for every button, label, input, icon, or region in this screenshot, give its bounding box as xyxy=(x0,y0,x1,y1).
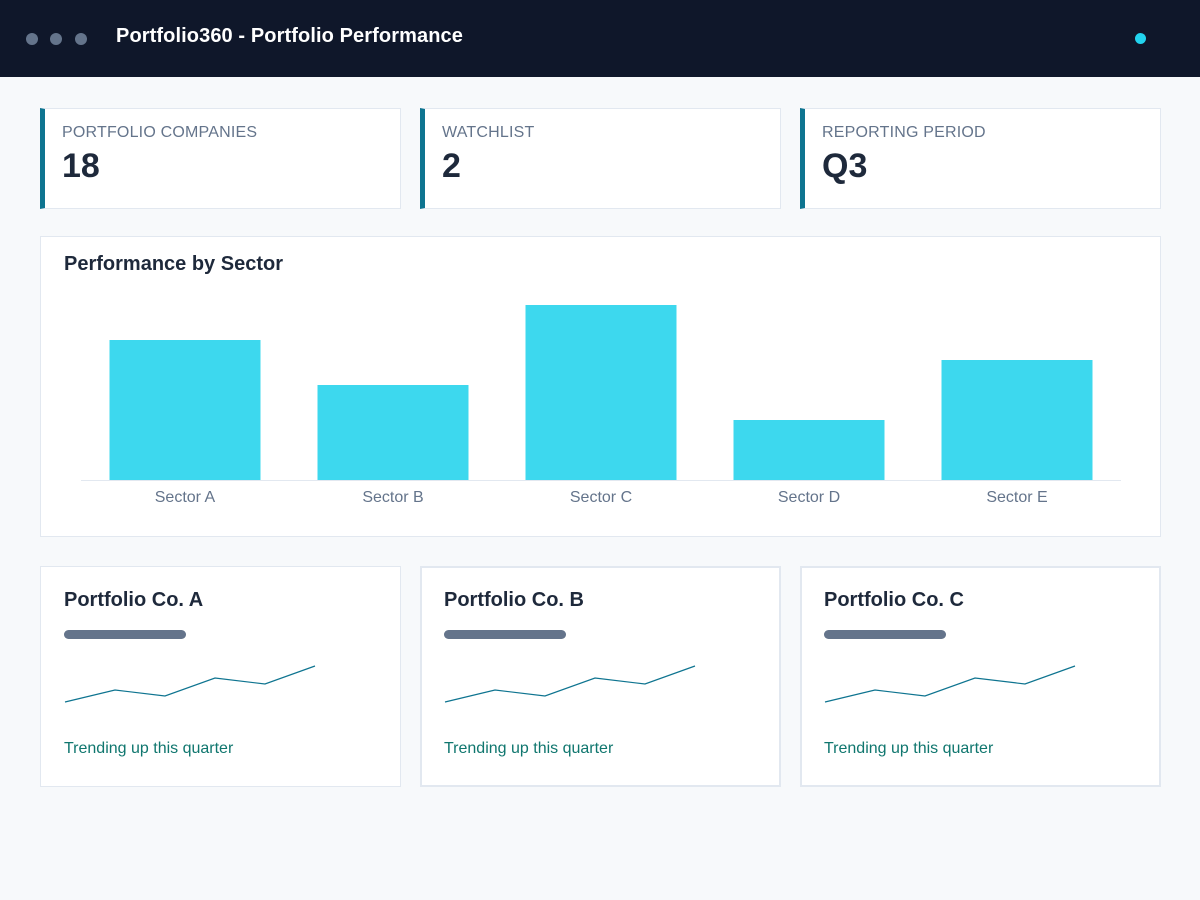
stat-value: Q3 xyxy=(822,147,868,185)
company-trend-text: Trending up this quarter xyxy=(444,740,614,757)
company-placeholder-bar xyxy=(64,630,186,639)
sector-bar-chart: Sector A Sector B Sector C Sector D Sector E xyxy=(81,305,1121,506)
app-title: Portfolio360 - Portfolio Performance xyxy=(116,25,463,47)
x-tick-label: Sector E xyxy=(986,489,1047,506)
company-card-a[interactable]: Portfolio Co. A Trending up this quarter xyxy=(40,566,401,787)
sparkline-path xyxy=(64,665,316,703)
company-sparkline xyxy=(64,665,316,703)
stat-card-watchlist: WATCHLIST 2 xyxy=(420,108,781,209)
stat-value: 18 xyxy=(62,147,100,185)
bar-sector-a[interactable] xyxy=(109,340,261,480)
company-placeholder-bar xyxy=(824,630,946,639)
bar-sector-e[interactable] xyxy=(941,360,1093,480)
status-indicator-icon xyxy=(1135,33,1146,44)
title-bar: Portfolio360 - Portfolio Performance xyxy=(0,0,1200,77)
company-name: Portfolio Co. A xyxy=(64,589,204,611)
company-trend-text: Trending up this quarter xyxy=(824,740,994,757)
chart-title: Performance by Sector xyxy=(64,253,283,275)
stat-label: REPORTING PERIOD xyxy=(822,124,986,141)
window-control-dot[interactable] xyxy=(75,33,87,45)
x-tick-label: Sector D xyxy=(778,489,840,506)
company-placeholder-bar xyxy=(444,630,566,639)
bar-sector-b[interactable] xyxy=(317,385,469,480)
stat-card-portfolio-companies: PORTFOLIO COMPANIES 18 xyxy=(40,108,401,209)
bar-sector-d[interactable] xyxy=(733,420,885,480)
x-tick-label: Sector C xyxy=(570,489,632,506)
x-tick-label: Sector B xyxy=(362,489,423,506)
company-sparkline xyxy=(824,665,1076,703)
x-tick-label: Sector A xyxy=(155,489,216,506)
company-card-b[interactable]: Portfolio Co. B Trending up this quarter xyxy=(420,566,781,787)
window-control-dot[interactable] xyxy=(26,33,38,45)
company-name: Portfolio Co. C xyxy=(824,589,964,611)
company-trend-text: Trending up this quarter xyxy=(64,740,234,757)
stat-card-reporting-period: REPORTING PERIOD Q3 xyxy=(800,108,1161,209)
sector-performance-chart-panel: Sector A Sector B Sector C Sector D Sector E… xyxy=(40,236,1161,537)
bar-sector-c[interactable] xyxy=(525,305,677,480)
company-name: Portfolio Co. B xyxy=(444,589,584,611)
company-sparkline xyxy=(444,665,696,703)
company-card-c[interactable]: Portfolio Co. C Trending up this quarter xyxy=(800,566,1161,787)
sparkline-path xyxy=(444,665,696,703)
sparkline-path xyxy=(824,665,1076,703)
stat-label: PORTFOLIO COMPANIES xyxy=(62,124,258,141)
stat-value: 2 xyxy=(442,147,461,185)
stat-label: WATCHLIST xyxy=(442,124,535,141)
window-control-dot[interactable] xyxy=(50,33,62,45)
